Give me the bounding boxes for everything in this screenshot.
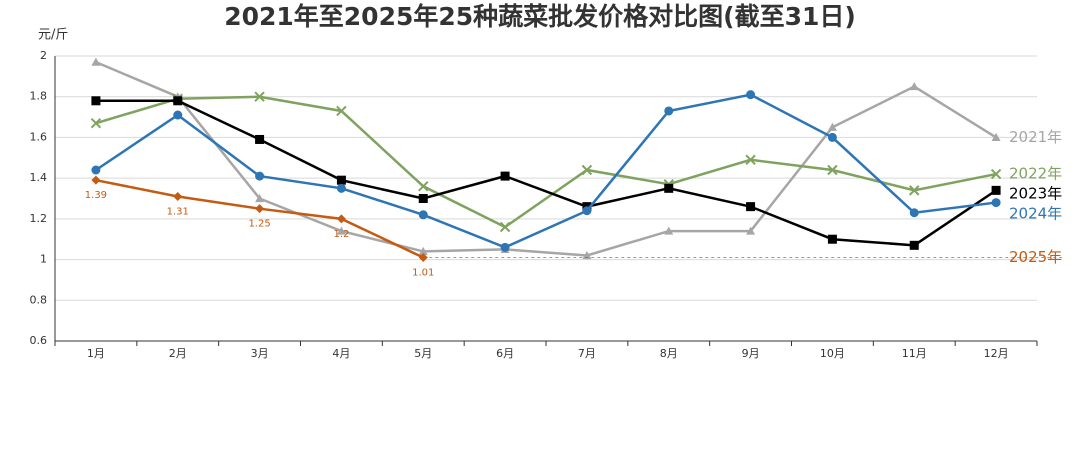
marker (336, 183, 346, 193)
marker (418, 181, 429, 192)
marker (582, 251, 592, 260)
marker (664, 183, 674, 193)
marker (827, 164, 838, 176)
x-tick-label: 12月 (984, 347, 1009, 360)
marker (336, 175, 346, 185)
y-tick-label: 1.4 (30, 171, 48, 184)
marker (336, 214, 346, 224)
y-tick-label: 1.2 (30, 212, 48, 225)
x-tick-label: 1月 (87, 347, 105, 360)
data-label: 1.2 (333, 229, 349, 240)
marker (991, 132, 1001, 142)
x-tick-label: 8月 (660, 347, 678, 360)
chart-title: 2021年至2025年25种蔬菜批发价格对比图(截至31日) (224, 2, 856, 31)
marker (991, 185, 1001, 195)
marker (500, 242, 510, 252)
marker (500, 171, 510, 181)
marker (418, 210, 428, 220)
series-label: 2024年 (1009, 205, 1062, 223)
marker (418, 253, 428, 263)
marker (90, 117, 102, 129)
series-line (95, 99, 997, 247)
y-tick-label: 2 (40, 49, 47, 62)
marker (336, 226, 346, 235)
series-line (95, 93, 997, 249)
marker (827, 122, 837, 131)
marker (255, 134, 265, 144)
x-tick-label: 6月 (496, 347, 514, 360)
marker (254, 91, 265, 102)
y-tick-label: 1.6 (30, 130, 48, 143)
marker (418, 246, 428, 256)
x-tick-label: 3月 (251, 347, 269, 360)
marker (499, 221, 511, 233)
y-tick-label: 1 (40, 253, 47, 266)
data-label: 1.39 (85, 190, 107, 201)
x-tick-label: 2月 (169, 347, 187, 360)
x-tick-label: 11月 (902, 347, 927, 360)
y-tick-label: 0.6 (30, 334, 48, 347)
marker (581, 164, 593, 176)
series-label: 2022年 (1009, 165, 1062, 183)
marker (173, 96, 183, 106)
marker (91, 57, 101, 66)
marker (418, 194, 428, 203)
y-tick-label: 1.8 (30, 90, 48, 103)
y-axis-label: 元/斤 (38, 28, 68, 43)
marker (255, 204, 265, 214)
data-label: 1.31 (167, 206, 189, 217)
marker (827, 234, 837, 244)
marker (664, 106, 674, 116)
marker (909, 240, 919, 250)
marker (746, 226, 756, 235)
x-tick-label: 4月 (332, 347, 350, 360)
marker (990, 168, 1002, 180)
marker (91, 96, 101, 106)
series-label: 2021年 (1009, 128, 1062, 146)
series-line (95, 60, 997, 257)
series-line (95, 95, 997, 229)
marker (746, 90, 756, 100)
marker (909, 185, 920, 196)
x-tick-label: 9月 (742, 347, 760, 360)
x-tick-label: 7月 (578, 347, 596, 360)
series-label: 2023年 (1009, 185, 1062, 203)
marker (991, 198, 1001, 208)
marker (827, 132, 837, 142)
marker (745, 154, 756, 166)
marker (173, 110, 183, 120)
marker (909, 208, 919, 218)
series-label: 2025年 (1009, 248, 1062, 266)
data-label: 1.25 (248, 219, 270, 230)
x-tick-label: 10月 (820, 347, 845, 360)
marker (336, 105, 347, 117)
marker (909, 82, 919, 91)
x-tick-label: 5月 (414, 347, 432, 360)
marker (255, 194, 265, 203)
y-tick-label: 0.8 (30, 293, 48, 306)
marker (255, 171, 265, 181)
marker (582, 206, 592, 216)
marker (664, 226, 674, 235)
marker (746, 202, 756, 212)
marker (91, 165, 101, 175)
data-label: 1.01 (412, 268, 434, 279)
marker (91, 175, 101, 185)
marker (173, 191, 183, 201)
